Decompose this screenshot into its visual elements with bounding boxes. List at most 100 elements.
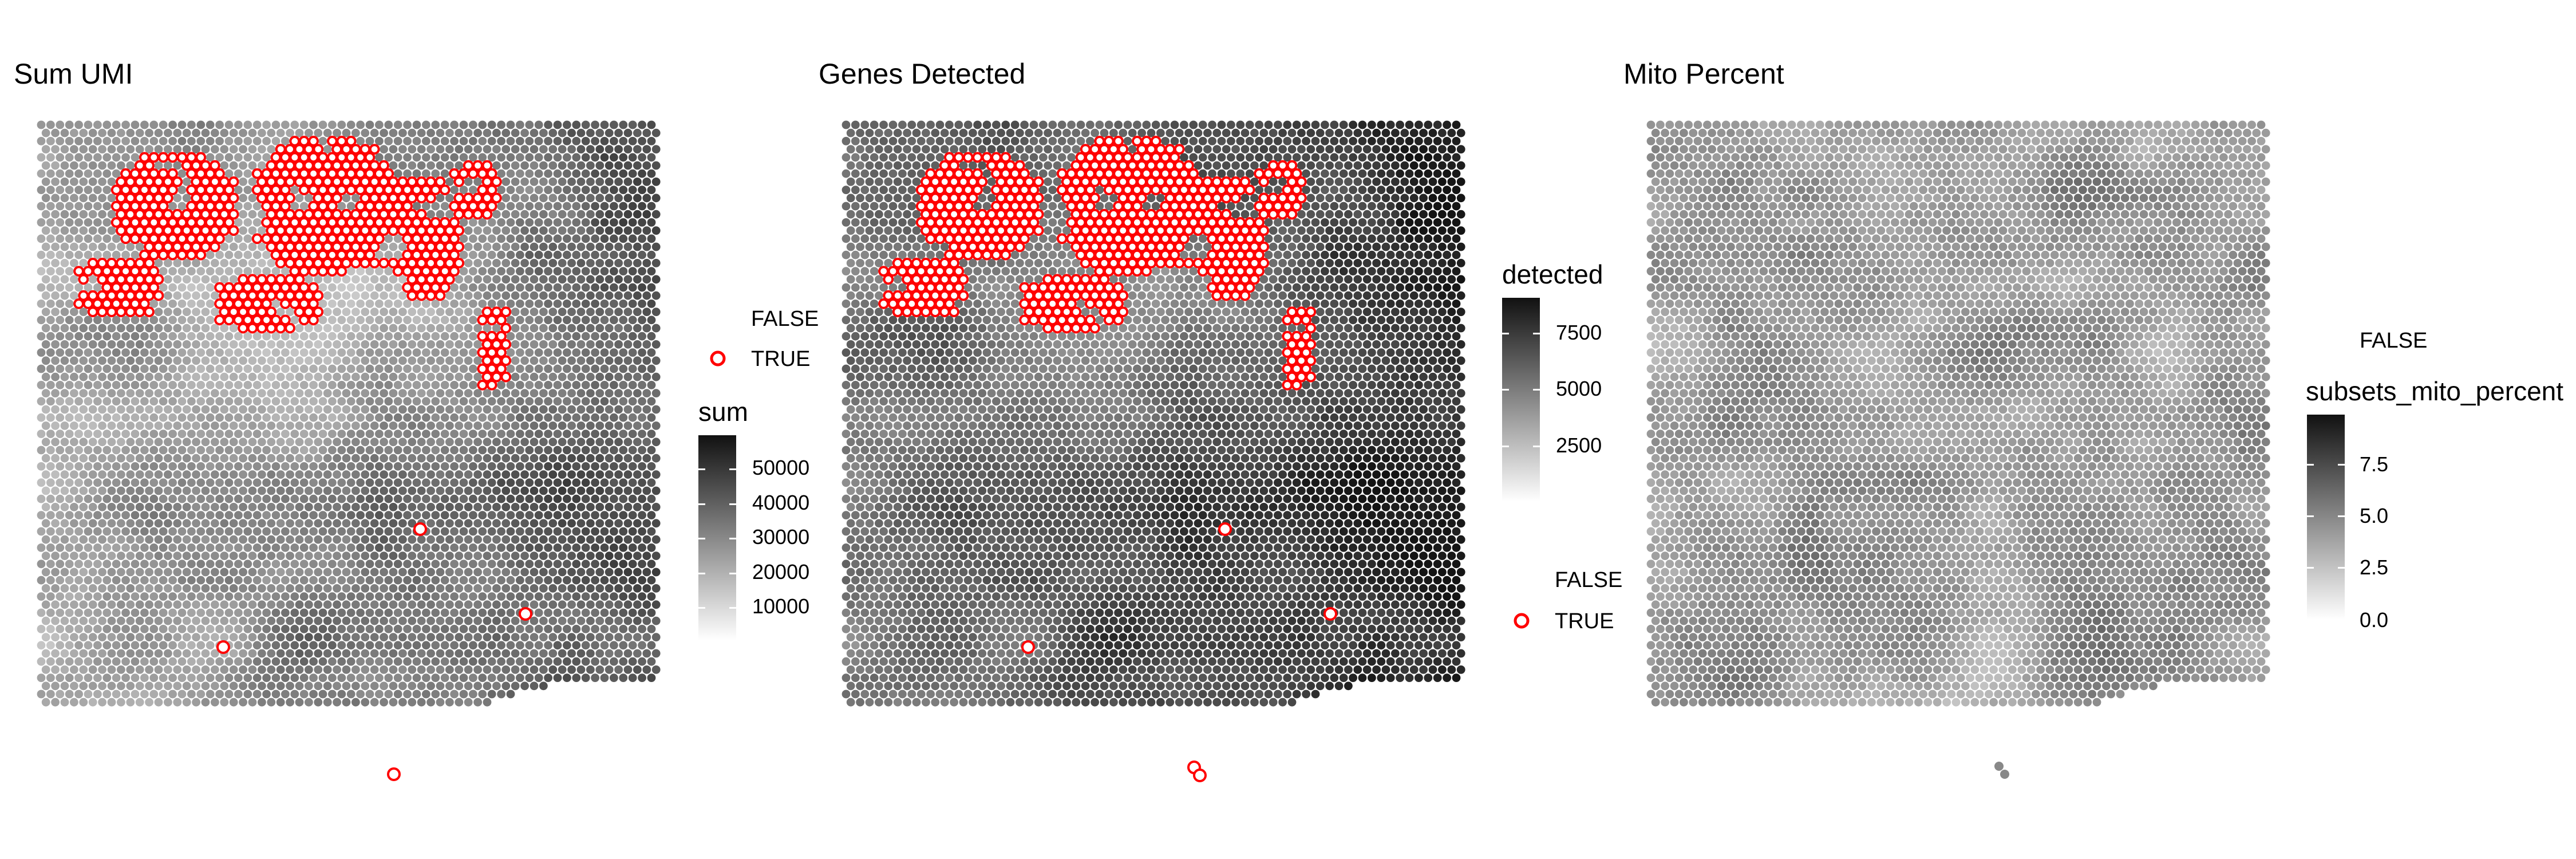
spot: [243, 120, 252, 129]
spot: [309, 608, 318, 617]
spot: [487, 462, 496, 471]
spot: [516, 673, 524, 682]
outlier-spot: [303, 258, 314, 269]
spot: [342, 340, 351, 349]
spot: [252, 120, 262, 129]
spot: [46, 462, 55, 471]
spot: [464, 389, 473, 397]
spot: [610, 234, 618, 243]
spot: [323, 600, 332, 609]
spot: [192, 503, 200, 511]
spot: [445, 178, 454, 186]
spot: [51, 438, 60, 447]
spot: [309, 559, 318, 569]
spot: [978, 128, 987, 137]
spot: [492, 600, 501, 609]
spot: [511, 600, 520, 609]
spot: [408, 519, 417, 528]
spot: [361, 568, 370, 577]
spot: [422, 673, 430, 682]
spot: [497, 169, 505, 178]
outlier-spot: [416, 192, 427, 204]
spot: [623, 128, 633, 137]
spot: [581, 364, 590, 373]
spot: [342, 486, 351, 495]
spot: [140, 494, 149, 503]
spot: [56, 673, 65, 682]
outlier-spot: [210, 225, 220, 237]
spot: [290, 186, 299, 194]
spot: [145, 519, 153, 528]
spot: [633, 194, 642, 203]
outlier-spot: [129, 217, 141, 228]
spot: [497, 576, 505, 585]
outlier-spot: [327, 266, 338, 277]
spot: [422, 625, 430, 633]
spot: [638, 413, 646, 422]
spot: [581, 397, 590, 406]
spot: [478, 559, 487, 569]
spot: [286, 405, 294, 414]
spot: [196, 413, 206, 422]
outlier-spot: [223, 200, 235, 212]
outlier-spot: [134, 290, 145, 301]
spot: [605, 308, 614, 316]
colorbar-tick-label: 40000: [752, 491, 810, 514]
spot: [1368, 120, 1376, 129]
spot: [478, 446, 487, 455]
outlier-spot: [453, 225, 465, 237]
spot: [572, 364, 581, 373]
spot: [525, 543, 534, 552]
spot: [351, 568, 360, 577]
spot: [375, 430, 384, 438]
outlier-spot: [421, 266, 432, 277]
spot: [173, 389, 182, 397]
spot: [305, 568, 313, 577]
spot: [187, 527, 196, 536]
spot: [337, 348, 346, 357]
spot: [168, 430, 177, 438]
spot: [426, 372, 435, 381]
spot: [98, 584, 107, 593]
spot: [464, 584, 473, 593]
outlier-spot: [270, 168, 282, 179]
spot: [497, 446, 505, 455]
spot: [1029, 120, 1038, 129]
spot: [469, 511, 477, 519]
spot: [318, 332, 327, 341]
spot: [586, 535, 595, 544]
spot: [51, 568, 60, 577]
spot: [196, 576, 206, 585]
spot: [342, 470, 351, 479]
spot: [187, 364, 196, 373]
spot: [497, 494, 505, 503]
spot: [98, 210, 107, 219]
spot: [79, 454, 88, 463]
spot: [112, 494, 121, 503]
spot: [56, 559, 65, 569]
spot: [295, 503, 304, 511]
spot: [102, 316, 112, 325]
spot: [403, 543, 412, 552]
spot: [422, 511, 430, 519]
spot: [220, 275, 229, 284]
spot: [229, 161, 238, 170]
outlier-spot: [116, 225, 127, 237]
spot: [168, 625, 177, 633]
spot: [93, 137, 102, 145]
spot: [140, 625, 149, 633]
spot: [553, 446, 562, 455]
spot: [305, 194, 313, 203]
outlier-spot: [331, 208, 342, 220]
spot: [380, 340, 388, 349]
spot: [88, 535, 97, 544]
spot: [600, 120, 609, 129]
outlier-spot: [416, 258, 427, 269]
outlier-spot: [383, 200, 394, 212]
spot: [84, 283, 93, 292]
spot: [516, 267, 524, 275]
spot: [258, 259, 266, 267]
spot: [384, 250, 393, 259]
spot: [154, 356, 163, 365]
spot: [267, 145, 276, 153]
